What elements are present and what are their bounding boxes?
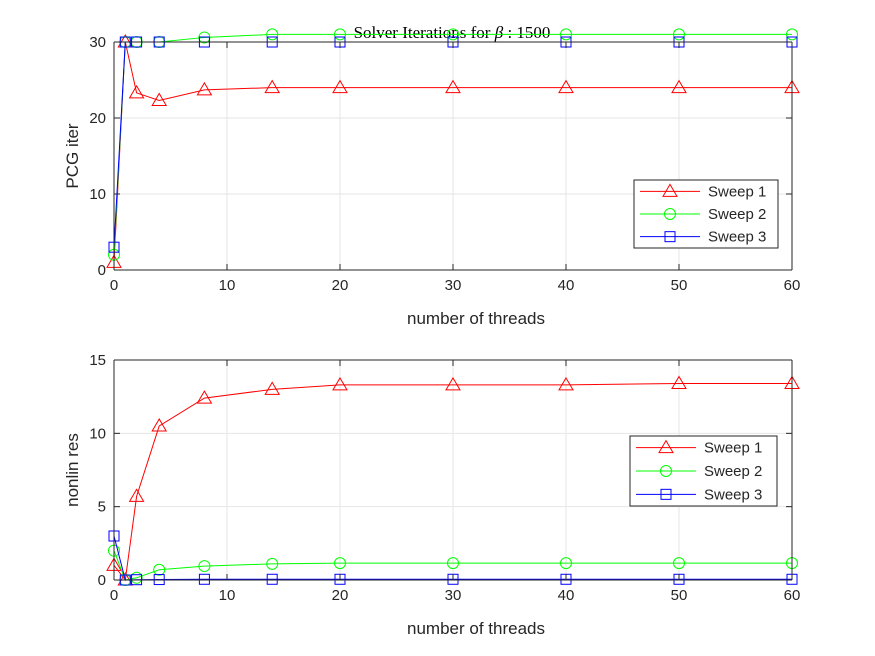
y-axis-label: PCG iter bbox=[63, 123, 82, 189]
series-1 bbox=[106, 34, 800, 268]
title-suffix: : 1500 bbox=[503, 23, 550, 42]
data-point bbox=[671, 375, 687, 389]
chart-top: 0 10 20 30 40 50 60 0 10 20 30 number of threads PCG… bbox=[63, 28, 801, 328]
x-tick-label: 40 bbox=[558, 587, 575, 604]
x-tick-label: 30 bbox=[445, 587, 462, 604]
data-point bbox=[447, 557, 459, 570]
legend-marker bbox=[658, 439, 674, 454]
data-point bbox=[196, 390, 213, 404]
legend-label: Sweep 1 bbox=[704, 440, 762, 457]
chart-bottom: 0 10 20 30 40 50 60 0 5 10 15 number of threads nonl… bbox=[63, 352, 800, 638]
title-prefix: Solver Iterations for bbox=[354, 23, 495, 42]
y-tick-label: 0 bbox=[98, 262, 106, 279]
data-point bbox=[334, 557, 346, 570]
title-symbol: β bbox=[494, 23, 504, 42]
data-point bbox=[151, 92, 168, 107]
data-point bbox=[445, 79, 461, 94]
legend-item: Sweep 3 bbox=[636, 486, 762, 503]
legend-item: Sweep 1 bbox=[636, 440, 762, 457]
x-tick-label: 0 bbox=[110, 277, 118, 294]
x-tick-label: 50 bbox=[671, 277, 688, 294]
y-tick-label: 20 bbox=[89, 110, 106, 127]
data-point bbox=[198, 573, 210, 585]
y-tick-label: 0 bbox=[98, 572, 106, 589]
data-point bbox=[198, 560, 211, 573]
data-point bbox=[196, 81, 213, 96]
y-tick-label: 5 bbox=[98, 499, 106, 516]
x-tick-label: 10 bbox=[219, 587, 236, 604]
legend-label: Sweep 3 bbox=[704, 486, 762, 503]
legend-label: Sweep 1 bbox=[708, 183, 766, 200]
legend-marker bbox=[662, 183, 678, 197]
legend-item: Sweep 3 bbox=[640, 229, 766, 246]
data-point bbox=[264, 381, 281, 395]
y-tick-label: 15 bbox=[89, 352, 106, 369]
data-point bbox=[560, 28, 572, 41]
x-tick-label: 60 bbox=[784, 277, 801, 294]
data-point bbox=[266, 573, 278, 585]
legend-marker bbox=[664, 208, 676, 220]
legend: Sweep 1 Sweep 2 Sweep 3 bbox=[629, 435, 778, 507]
x-tick-label: 20 bbox=[332, 587, 349, 604]
series-1-line bbox=[113, 382, 792, 582]
series-1 bbox=[106, 375, 800, 586]
x-tick-label: 50 bbox=[671, 587, 688, 604]
x-tick-label: 40 bbox=[558, 277, 575, 294]
data-point bbox=[332, 79, 348, 94]
data-point bbox=[673, 28, 685, 41]
legend-item: Sweep 1 bbox=[640, 183, 766, 200]
data-point bbox=[264, 79, 281, 94]
y-tick-label: 30 bbox=[89, 34, 106, 51]
data-point bbox=[266, 557, 279, 570]
x-tick-label: 20 bbox=[332, 277, 349, 294]
data-point bbox=[560, 557, 572, 570]
legend-label: Sweep 2 bbox=[704, 463, 762, 480]
data-point bbox=[447, 28, 459, 41]
x-tick-label: 10 bbox=[219, 277, 236, 294]
data-point bbox=[332, 376, 348, 391]
y-tick-label: 10 bbox=[89, 425, 106, 442]
figure-title: Solver Iterations for β : 1500 bbox=[354, 23, 551, 42]
legend-item: Sweep 2 bbox=[640, 206, 766, 223]
data-point bbox=[786, 28, 798, 41]
data-point bbox=[151, 418, 168, 432]
legend-marker bbox=[660, 488, 672, 500]
x-axis-label: number of threads bbox=[407, 619, 545, 638]
legend-marker bbox=[664, 231, 676, 243]
data-point bbox=[445, 376, 461, 391]
data-point bbox=[671, 79, 687, 94]
data-point bbox=[128, 488, 145, 502]
x-axis-label: number of threads bbox=[407, 309, 545, 328]
x-tick-label: 0 bbox=[110, 587, 118, 604]
data-point bbox=[128, 84, 145, 99]
legend-marker bbox=[660, 465, 672, 477]
x-tick-label: 30 bbox=[445, 277, 462, 294]
data-point bbox=[334, 28, 346, 41]
legend-label: Sweep 3 bbox=[708, 229, 766, 246]
data-point bbox=[266, 28, 279, 41]
y-tick-label: 10 bbox=[89, 186, 106, 203]
data-point bbox=[673, 557, 685, 570]
legend-label: Sweep 2 bbox=[708, 206, 766, 223]
series-1-line bbox=[113, 41, 792, 263]
y-axis-label: nonlin res bbox=[63, 433, 82, 507]
legend: Sweep 1 Sweep 2 Sweep 3 bbox=[633, 179, 779, 249]
series-2-line bbox=[113, 550, 792, 581]
data-point bbox=[558, 376, 574, 391]
x-tick-label: 60 bbox=[784, 587, 801, 604]
legend-item: Sweep 2 bbox=[636, 463, 762, 480]
data-point bbox=[558, 79, 574, 94]
data-point bbox=[153, 563, 166, 576]
